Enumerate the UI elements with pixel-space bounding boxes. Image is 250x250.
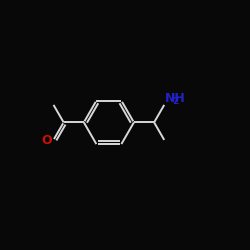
Text: O: O	[41, 134, 52, 147]
Text: 2: 2	[172, 97, 178, 106]
Text: NH: NH	[165, 92, 186, 104]
